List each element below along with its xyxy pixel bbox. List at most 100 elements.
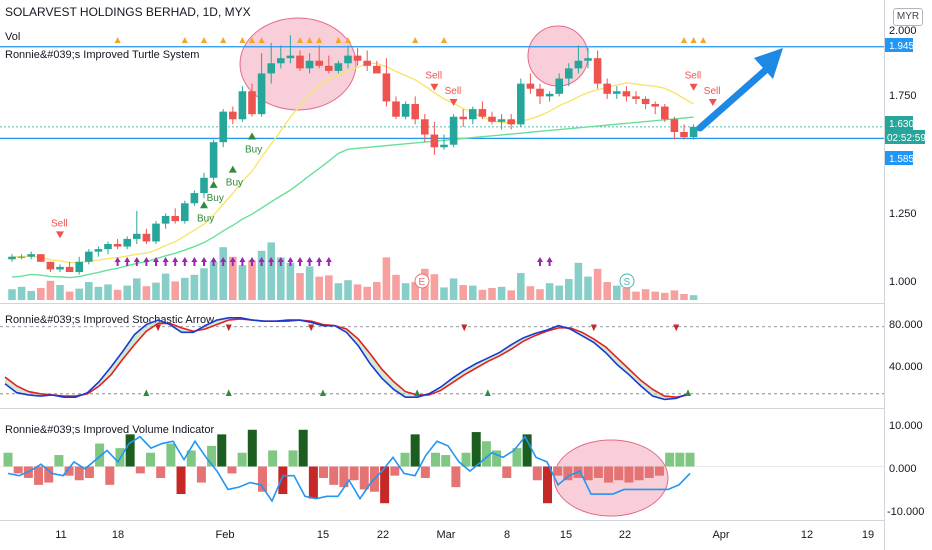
pane-frames [0,0,885,550]
volume-bar [277,257,285,300]
vi-bar [654,466,664,476]
vi-bar [135,466,145,474]
candle-body [680,132,688,138]
candle-body [315,60,323,66]
top-marker [306,37,313,43]
stoch-down-arrow [155,324,162,332]
volume-indicator-label: Ronnie&#039;s Improved Volume Indicator [5,424,214,436]
candle-body [430,134,439,148]
sell-signal-arrow [689,83,698,91]
volume-arrow-stem [193,262,196,266]
volume-arrow [220,257,227,262]
event-badge-e [414,273,430,289]
candle-body [689,126,698,138]
vi-tick: -10.000 [887,506,924,518]
vi-bar [217,434,227,467]
vi-bar [54,455,64,467]
top-marker [181,37,188,43]
candle-body [85,251,93,262]
currency-button[interactable]: MYR [893,8,923,26]
candle-body [27,254,35,257]
vi-bar [308,466,318,499]
candle-body [113,244,122,247]
volume-arrow [268,257,275,262]
sell-signal-label: Sell [704,86,721,97]
volume-bar [613,285,621,300]
volume-bar [517,273,525,300]
volume-arrow-stem [231,262,234,266]
volume-bar [56,285,64,300]
vi-bar [451,466,461,488]
volume-bar [353,284,362,300]
stoch-tick: 80.000 [889,319,923,331]
price-levels [0,46,884,139]
top-marker [249,37,255,43]
stoch-up-arrow [414,389,421,397]
candle-body [353,55,362,61]
candle-body [469,109,477,120]
candle-body [94,249,103,252]
volume-bar [200,268,208,300]
candle-body [190,193,199,204]
time-tick: Feb [216,529,235,541]
volume-bar [267,242,275,300]
price-axis: 2.000 1.750 1.250 1.000 80.000 40.000 10… [887,25,924,518]
buy-signal-arrow [248,132,256,140]
candle-body [459,116,467,120]
volume-bar [75,288,83,300]
volume-bar [190,274,199,300]
top-marker [297,37,303,43]
volume-bar [584,276,592,300]
candle-body [632,96,640,99]
volume-bar [171,281,179,300]
vi-bar [237,452,247,467]
candle-body [277,58,285,64]
volume-indicator-pane [0,429,884,504]
volume-bar [104,284,112,300]
vi-bar [492,450,502,467]
lower-level-badge [885,151,913,165]
vi-bar [278,466,288,495]
stoch-fill [5,317,688,400]
candle-body [603,83,611,94]
candle-body [305,60,314,69]
volume-arrow [124,257,131,262]
time-tick: 19 [862,529,874,541]
candle-body [613,91,621,94]
vi-bar [522,434,532,467]
volume-arrow [191,257,198,262]
vi-bar [471,432,481,467]
volume-bar [536,289,544,300]
candle-body [17,256,26,258]
volume-arrow [181,257,188,262]
candle-body [229,111,237,120]
volume-arrow-stem [222,262,225,266]
volume-arrow [162,257,169,262]
top-marker [114,37,121,43]
volume-bar [46,280,55,300]
time-tick: Mar [437,529,456,541]
ma-slow-line [11,116,694,279]
vi-bar [481,441,491,467]
candle-body [209,142,218,178]
stoch-down-arrow [673,324,680,332]
candle-body [593,58,602,84]
vi-bar [502,466,512,478]
volume-bar [661,292,669,300]
volume-bar [334,283,343,300]
vi-bar [288,450,298,467]
candle-body [584,58,592,61]
volume-bar [363,286,371,300]
volume-arrow [258,257,265,262]
vi-bar [34,466,44,485]
volume-arrow-stem [203,262,205,266]
vi-bar [593,466,603,478]
vi-bar [532,466,542,481]
volume-bar [430,274,439,300]
candle-body [478,109,487,117]
candle-body [421,119,429,135]
vi-bar [461,452,471,467]
candle-body [622,91,631,97]
stoch-up-arrow [319,389,326,397]
